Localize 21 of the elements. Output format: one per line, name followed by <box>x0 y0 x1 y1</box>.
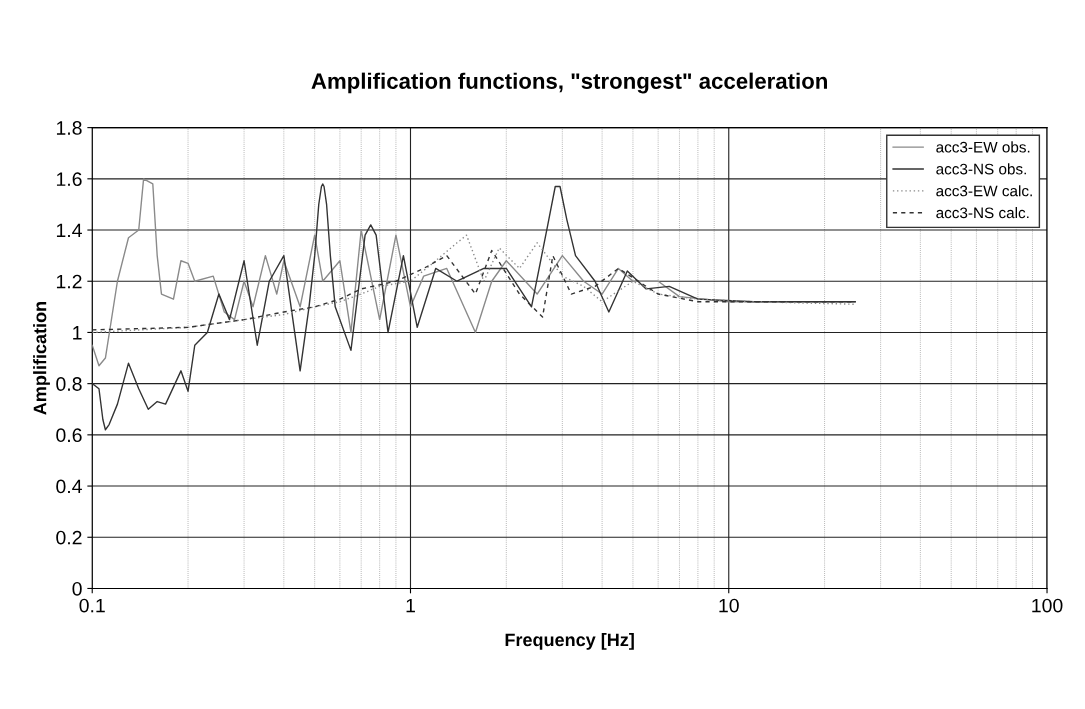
y-tick-label: 1.4 <box>56 223 82 238</box>
y-tick-label: 1.2 <box>56 274 82 289</box>
y-tick-label: 0.8 <box>56 377 82 391</box>
legend-label: acc3-NS obs. <box>936 163 1026 175</box>
legend-label: acc3-EW obs. <box>936 141 1030 153</box>
y-tick-label: 0 <box>72 581 82 596</box>
x-axis-title: Frequency [Hz] <box>505 632 634 650</box>
y-tick-label: 0.2 <box>56 530 82 545</box>
x-tick-label: 10 <box>719 598 739 613</box>
y-axis-title: Amplification <box>33 301 50 415</box>
x-tick-label: 0.1 <box>79 598 105 613</box>
y-tick-label: 1.8 <box>56 121 82 135</box>
y-tick-label: 1 <box>73 326 82 340</box>
legend-label: acc3-NS calc. <box>936 207 1029 219</box>
y-tick-label: 0.4 <box>56 479 82 494</box>
y-tick-label: 0.6 <box>56 428 82 443</box>
legend-label: acc3-EW calc. <box>936 185 1032 197</box>
chart-title: Amplification functions, "strongest" acceleration <box>311 72 827 94</box>
x-tick-label: 100 <box>1032 598 1063 613</box>
y-tick-label: 1.6 <box>56 172 82 187</box>
x-tick-label: 1 <box>406 598 415 613</box>
